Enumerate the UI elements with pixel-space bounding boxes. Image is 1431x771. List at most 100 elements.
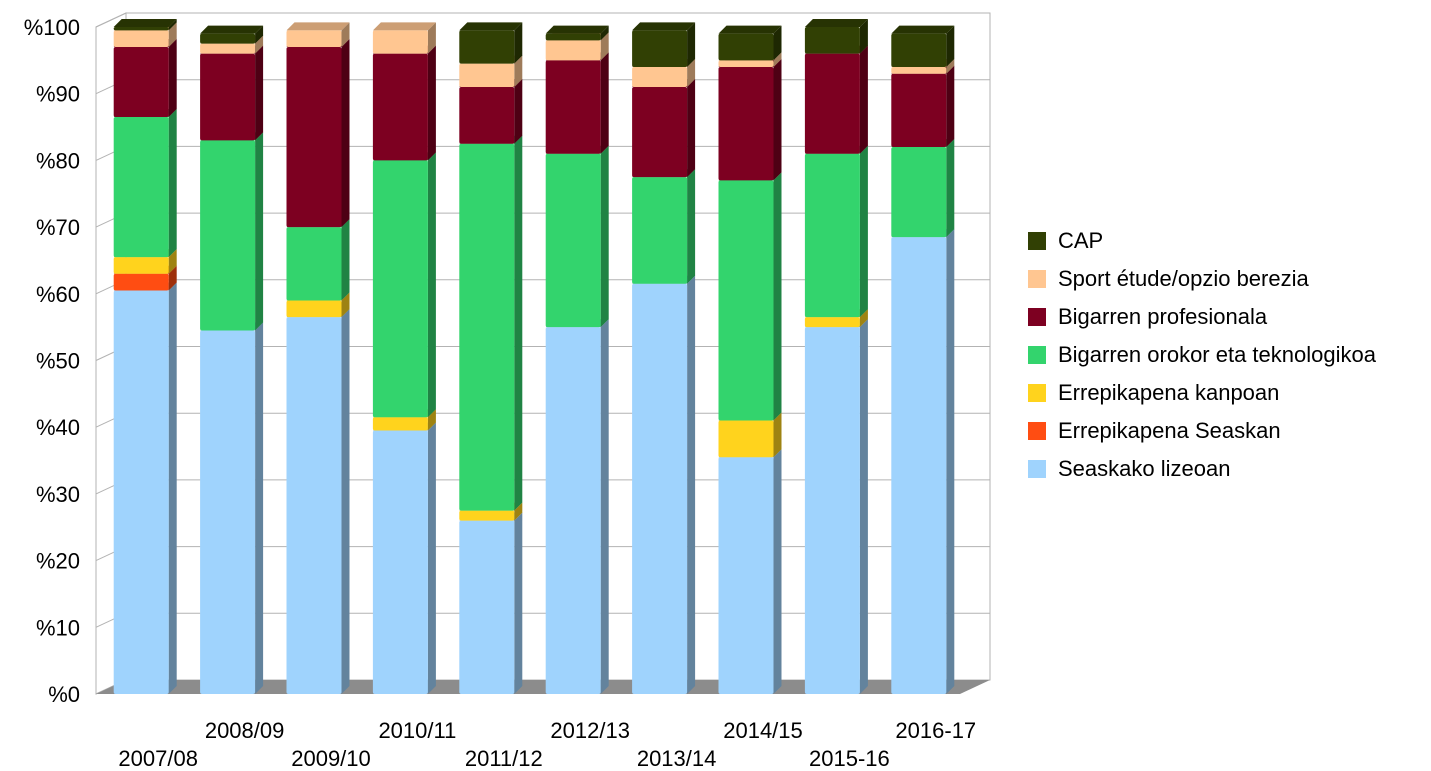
bar-stack [200,25,264,694]
legend-item: Seaskako lizeoan [1028,450,1376,488]
bar-side [168,265,177,291]
chart-legend: CAP Sport étude/opzio berezia Bigarren pro… [1028,222,1376,488]
bar-front [718,457,774,694]
y-tick-label: %0 [48,682,80,707]
bar-front [545,33,601,41]
bar-front [632,283,688,694]
bar-side [773,52,782,68]
bar-front [286,30,342,48]
bar-segment [372,422,436,694]
bar-top [113,19,177,27]
bar-front [200,43,256,54]
bar-side [859,45,868,154]
y-tick-label: %90 [36,82,80,107]
bar-front [200,140,256,331]
bar-front [113,27,169,31]
bar-segment [632,169,696,284]
bar-stack [372,22,436,694]
bar-stack [459,22,523,694]
bar-side [341,39,350,228]
y-tick-label: %70 [36,215,80,240]
bar-side [773,449,782,694]
bar-front [891,73,947,148]
bar-front [113,117,169,258]
bar-segment [632,275,696,694]
bar-stack [718,25,782,694]
bar-segment [804,45,868,154]
bar-top [286,22,350,31]
bar-side [946,59,955,74]
bar-segment [891,25,955,68]
bar-segment [804,19,868,54]
gridline-side [95,12,127,28]
legend-item: CAP [1028,222,1376,260]
bar-side [427,422,436,694]
bar-segment [459,79,523,144]
bar-front [545,153,601,328]
bar-front [113,30,169,48]
bar-side [600,32,609,61]
bar-segment [718,172,782,421]
bar-front [459,510,515,521]
bar-side [255,132,264,331]
bar-segment [113,282,177,694]
bar-segment [718,25,782,61]
bar-side [514,512,523,694]
legend-swatch [1028,270,1046,288]
bar-front [200,330,256,694]
legend-label: Errepikapena Seaskan [1058,418,1281,443]
bar-segment [804,319,868,694]
bar-side [946,139,955,238]
bar-side [859,19,868,54]
bar-stack [632,22,696,694]
x-tick-label: 2013/14 [637,746,717,771]
y-tick-label: %40 [36,415,80,440]
bar-side [859,145,868,318]
bars [113,19,955,695]
bar-top [459,22,523,31]
bar-front [286,227,342,301]
bar-segment [459,512,523,694]
bar-front [718,180,774,421]
bar-top [545,25,609,34]
bar-side [859,309,868,328]
y-tick-label: %30 [36,482,80,507]
bar-side [773,25,782,61]
bar-top [804,19,868,27]
bar-side [168,39,177,118]
legend-item: Bigarren profesionala [1028,298,1376,336]
bar-side [168,282,177,694]
bar-side [946,229,955,695]
bar-segment [200,132,264,331]
legend-swatch [1028,232,1046,250]
bar-segment [286,22,350,48]
bar-top [200,25,264,34]
y-tick-label: %20 [36,549,80,574]
bar-segment [200,25,264,44]
bar-segment [891,139,955,238]
y-tick-label: %80 [36,148,80,173]
bar-segment [632,22,696,68]
bar-top [632,22,696,31]
bar-front [459,30,515,64]
y-tick-label: %100 [24,15,80,40]
bar-front [632,87,688,178]
bar-side [687,79,696,178]
bar-front [113,290,169,694]
bar-side [687,275,696,694]
bar-side [514,502,523,521]
bar-segment [459,135,523,511]
bar-segment [372,45,436,161]
bar-front [632,177,688,284]
bar-top [718,25,782,34]
bar-segment [372,152,436,418]
x-tick-label: 2008/09 [205,718,285,743]
bar-segment [372,22,436,54]
bar-segment [804,145,868,318]
y-tick-label: %60 [36,282,80,307]
bar-segment [891,65,955,148]
legend-label: Seaskako lizeoan [1058,456,1231,481]
bar-side [514,79,523,144]
bar-segment [113,19,177,31]
bar-side [168,109,177,258]
